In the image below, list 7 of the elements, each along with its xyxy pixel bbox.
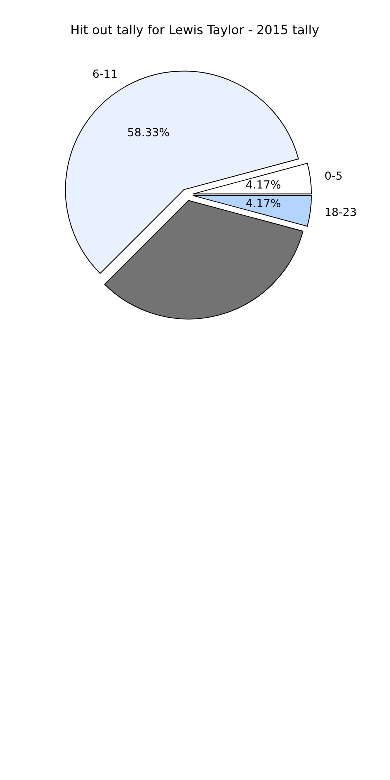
data-label: 58.33% <box>128 128 170 137</box>
data-label: 4.17% <box>246 180 281 189</box>
slice-label: 6-11 <box>93 70 117 78</box>
slice-label: 0-5 <box>325 172 342 180</box>
chart-title: Hit out tally for Lewis Taylor - 2015 tally <box>72 24 320 38</box>
slice-label: 18-23 <box>326 208 356 216</box>
data-label: 4.17% <box>246 199 281 208</box>
